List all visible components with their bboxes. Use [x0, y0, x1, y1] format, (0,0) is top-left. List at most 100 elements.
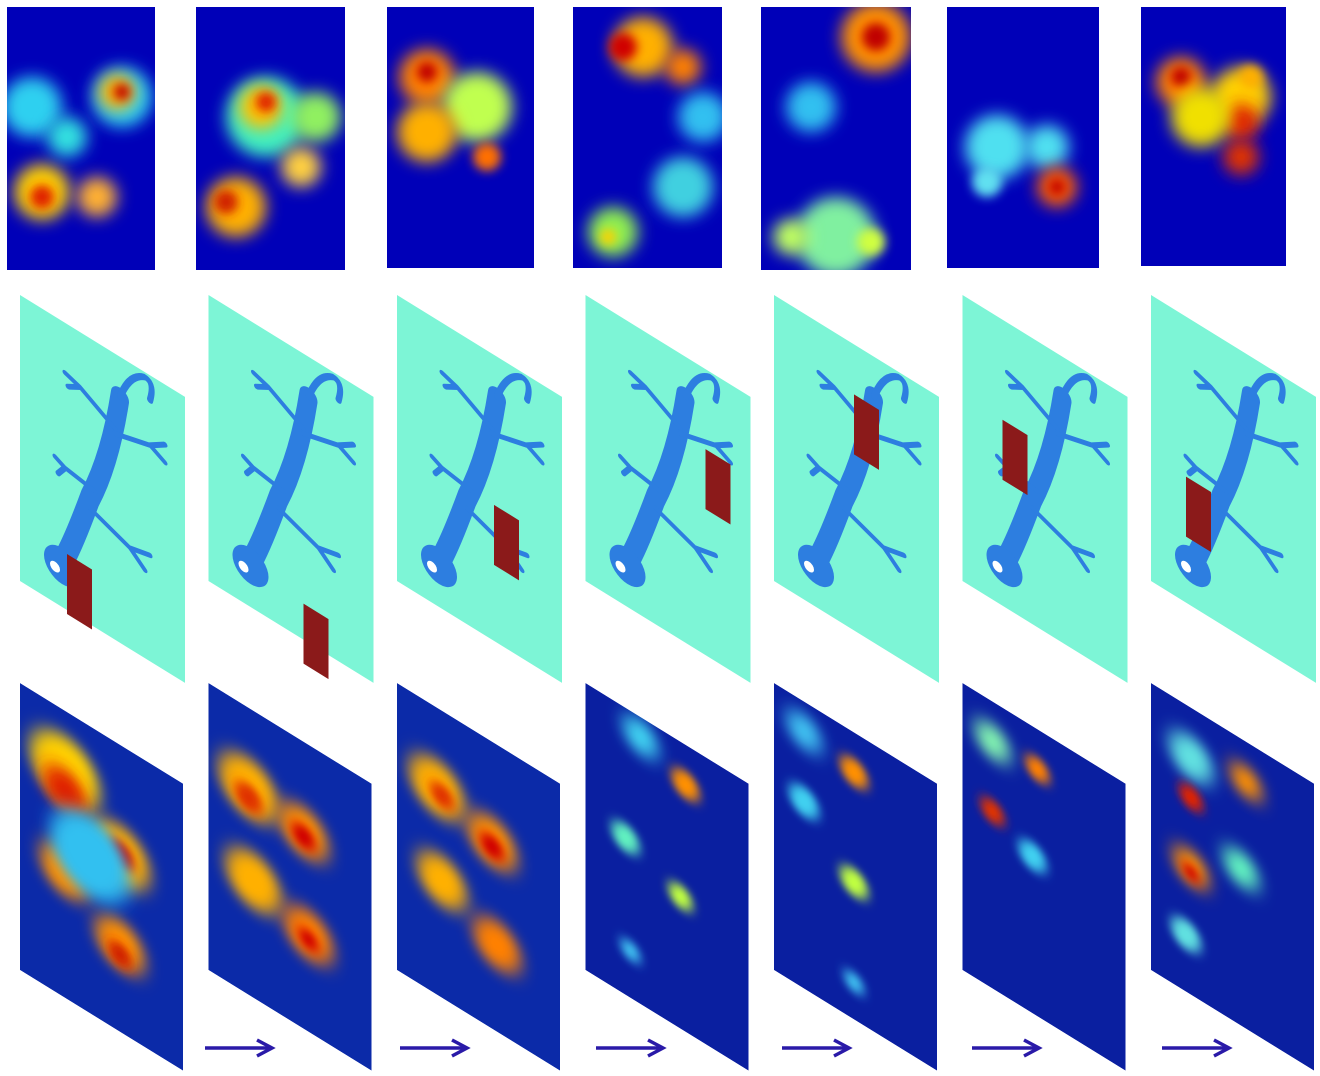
heat-blob: [30, 185, 54, 209]
heat-blob: [840, 865, 868, 899]
heat-blob: [980, 797, 1005, 826]
gecko-head: [986, 544, 1023, 588]
occluder: [1186, 476, 1211, 553]
heat-blob: [50, 809, 130, 904]
heat-blob: [796, 197, 876, 270]
gecko-eye: [615, 560, 626, 573]
occluder: [67, 554, 92, 630]
gecko-tail: [117, 373, 155, 404]
heat-blob: [1183, 863, 1199, 883]
heat-blob: [773, 219, 809, 255]
heat-blob: [840, 755, 868, 789]
gecko-eye: [238, 560, 249, 573]
gecko-tail: [305, 373, 344, 404]
gecko-eye: [804, 560, 814, 573]
heat-blob: [417, 851, 467, 911]
heat-blob: [613, 17, 673, 77]
heat-blob: [108, 940, 132, 969]
heat-blob: [972, 167, 1002, 197]
heat-blob: [473, 143, 501, 171]
arrow-head: [451, 1038, 471, 1058]
arrow: [596, 1038, 667, 1058]
feature-map: [585, 683, 749, 1071]
occluder: [303, 603, 329, 680]
gecko-legs: [241, 369, 356, 574]
heat-blob: [665, 49, 701, 85]
heat-blob: [1223, 139, 1259, 175]
feature-map: [208, 683, 372, 1071]
heat-blob: [1018, 839, 1047, 873]
heat-blob: [1169, 731, 1213, 784]
heat-blob: [43, 764, 87, 817]
heat-blob: [77, 177, 117, 217]
gecko-legs: [1183, 369, 1299, 574]
gecko-legs: [618, 369, 733, 574]
heat-blob: [671, 768, 700, 802]
gecko-plane: [208, 295, 374, 683]
gecko-plane: [774, 295, 939, 683]
gecko-legs: [52, 369, 168, 574]
gecko-plane: [1151, 295, 1316, 683]
feature-map: [774, 683, 937, 1071]
heat-blob: [47, 117, 87, 157]
heat-blob: [609, 33, 637, 61]
heat-blob: [1171, 87, 1231, 147]
heat-blob: [965, 115, 1029, 179]
heat-blob: [678, 92, 722, 142]
heat-blob: [256, 92, 276, 112]
heat-blob: [1223, 104, 1259, 140]
occluder: [854, 394, 879, 470]
feature-bg: [962, 683, 1126, 1071]
feature-bg: [585, 683, 749, 1071]
occluder: [1002, 419, 1028, 496]
gecko-eye: [427, 560, 437, 573]
feature-map-inner: [1151, 683, 1314, 1071]
occluder: [705, 449, 731, 525]
arrow: [400, 1038, 471, 1058]
gecko-legs: [806, 369, 922, 574]
heatmap: [7, 7, 155, 270]
heat-blob: [1171, 67, 1191, 87]
heat-blob: [473, 916, 521, 973]
heat-blob: [786, 710, 822, 753]
arrow: [1162, 1038, 1233, 1058]
gecko-head: [232, 544, 269, 588]
heat-blob: [298, 928, 319, 952]
heat-blob: [857, 228, 885, 256]
gecko-eye: [992, 560, 1003, 573]
heatmap: [1141, 7, 1286, 266]
arrow: [782, 1038, 853, 1058]
gecko-tail: [682, 373, 721, 404]
heat-blob: [281, 147, 321, 187]
heat-blob: [1230, 762, 1262, 801]
heat-blob: [668, 882, 693, 911]
arrow: [972, 1038, 1043, 1058]
heat-blob: [974, 720, 1011, 763]
gecko-head: [421, 544, 457, 588]
heat-blob: [789, 783, 819, 820]
feature-map-inner: [962, 683, 1126, 1071]
gecko-plane: [20, 295, 185, 683]
heat-blob: [234, 781, 263, 815]
heatmap: [947, 7, 1099, 268]
feature-map: [20, 683, 183, 1071]
heat-blob: [611, 821, 640, 855]
arrow-head: [1023, 1038, 1043, 1058]
heat-blob: [786, 82, 836, 132]
heat-blob: [1025, 755, 1050, 784]
arrow: [205, 1038, 276, 1058]
heat-blob: [1171, 916, 1201, 953]
arrow-head: [256, 1038, 276, 1058]
heat-blob: [862, 23, 890, 51]
feature-map-inner: [208, 683, 372, 1071]
heat-blob: [1223, 847, 1259, 890]
heat-blob: [225, 847, 282, 914]
heatmap: [573, 7, 722, 268]
heat-blob: [291, 92, 341, 142]
heatmap: [387, 7, 534, 268]
gecko-eye: [1181, 560, 1191, 573]
feature-map: [962, 683, 1126, 1071]
gecko-tail: [1248, 373, 1286, 404]
feature-map-inner: [20, 683, 183, 1071]
